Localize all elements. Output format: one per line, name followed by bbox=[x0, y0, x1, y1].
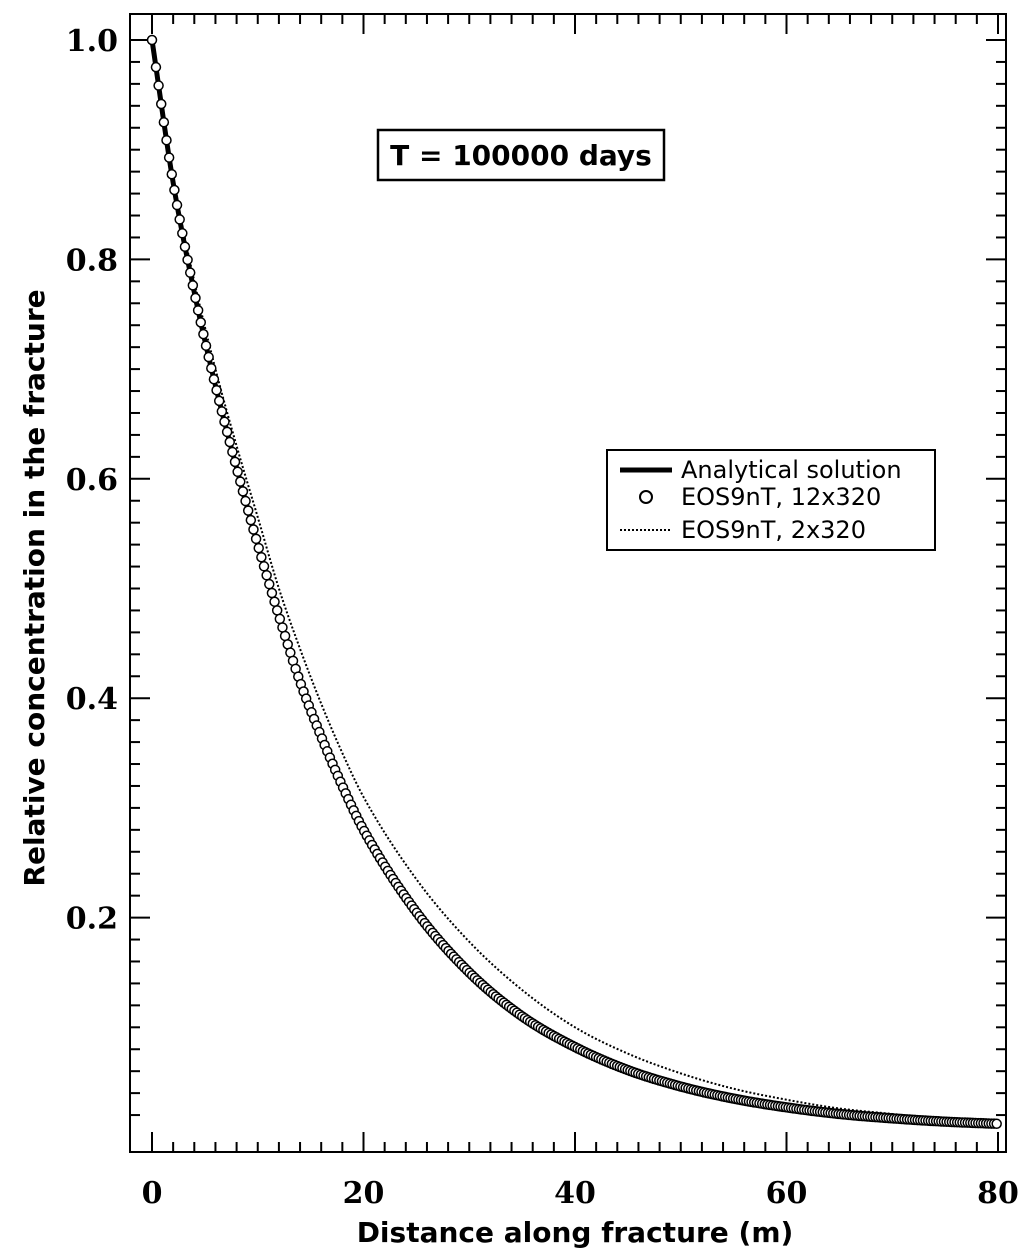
annotation-box: T = 100000 days bbox=[376, 128, 666, 182]
series-point-12x320 bbox=[213, 395, 225, 407]
series-point-12x320 bbox=[190, 292, 201, 304]
series-point-12x320 bbox=[258, 561, 270, 572]
series-point-12x320 bbox=[266, 587, 278, 599]
legend-label-2x320: EOS9nT, 2x320 bbox=[681, 516, 866, 544]
series-point-12x320 bbox=[200, 340, 212, 351]
legend-label-12x320: EOS9nT, 12x320 bbox=[681, 483, 881, 511]
series-point-12x320 bbox=[221, 426, 233, 438]
series-point-12x320 bbox=[146, 34, 158, 46]
series-point-12x320 bbox=[150, 61, 162, 73]
series-point-12x320 bbox=[174, 214, 185, 225]
series-line-2x320 bbox=[151, 39, 999, 1124]
series-point-12x320 bbox=[242, 505, 254, 516]
series-point-12x320 bbox=[184, 267, 196, 278]
x-tick-label: 40 bbox=[554, 1176, 596, 1211]
series-point-12x320 bbox=[198, 328, 209, 340]
series-point-12x320 bbox=[240, 495, 251, 507]
x-tick-label: 20 bbox=[343, 1176, 385, 1211]
series-point-12x320 bbox=[216, 406, 228, 417]
x-tick-label: 80 bbox=[977, 1176, 1019, 1211]
axis-ticks bbox=[130, 14, 1006, 1152]
series-point-12x320 bbox=[163, 152, 175, 163]
series-point-12x320 bbox=[227, 446, 238, 458]
y-tick-label: 0.2 bbox=[66, 902, 118, 937]
y-tick-label: 0.4 bbox=[66, 682, 118, 717]
series-point-12x320 bbox=[269, 596, 280, 607]
series-point-12x320 bbox=[203, 351, 214, 363]
series-point-12x320 bbox=[250, 533, 262, 545]
y-tick-label: 1.0 bbox=[66, 24, 118, 59]
series-point-12x320 bbox=[208, 374, 220, 385]
series-point-12x320 bbox=[166, 168, 178, 180]
series-point-12x320 bbox=[991, 1118, 1002, 1130]
series-point-12x320 bbox=[232, 466, 243, 478]
series-point-12x320 bbox=[248, 524, 259, 535]
x-axis-title: Distance along fracture (m) bbox=[357, 1216, 794, 1249]
series-point-12x320 bbox=[195, 317, 207, 328]
series-lines bbox=[149, 39, 999, 1127]
series-point-12x320 bbox=[253, 542, 264, 554]
series-point-12x320 bbox=[192, 305, 204, 316]
series-point-12x320 bbox=[237, 486, 249, 497]
y-tick-label: 0.8 bbox=[66, 243, 118, 278]
series-point-12x320 bbox=[171, 199, 183, 211]
legend: Analytical solution EOS9nT, 12x320 EOS9n… bbox=[606, 449, 936, 551]
series-point-12x320 bbox=[245, 514, 257, 526]
series-point-12x320 bbox=[219, 416, 230, 427]
tick-labels: 0 20 40 60 80 0.2 0.4 0.6 0.8 1.0 bbox=[66, 24, 1019, 1211]
series-point-12x320 bbox=[155, 98, 167, 110]
series-line-analytical bbox=[149, 39, 999, 1127]
series-point-12x320 bbox=[256, 551, 267, 563]
series-point-12x320 bbox=[274, 613, 286, 625]
series-point-12x320 bbox=[161, 134, 172, 146]
series-point-12x320 bbox=[229, 456, 241, 468]
series-point-12x320 bbox=[279, 630, 291, 642]
series-point-12x320 bbox=[177, 228, 188, 239]
legend-label-analytical: Analytical solution bbox=[681, 456, 902, 484]
legend-box bbox=[606, 449, 936, 551]
y-tick-label: 0.6 bbox=[66, 463, 118, 498]
series-point-12x320 bbox=[179, 241, 191, 252]
series-point-12x320 bbox=[153, 80, 164, 91]
series-point-12x320 bbox=[206, 362, 217, 374]
series-point-12x320 bbox=[271, 605, 283, 616]
series-point-12x320 bbox=[169, 184, 180, 196]
series-point-12x320 bbox=[264, 578, 275, 590]
plot-frame bbox=[129, 13, 1007, 1153]
series-point-12x320 bbox=[261, 570, 272, 581]
y-axis-title: Relative concentration in the fracture bbox=[18, 289, 51, 886]
series-point-12x320 bbox=[235, 476, 246, 487]
legend-swatch-12x320 bbox=[639, 490, 653, 504]
series-point-12x320 bbox=[187, 280, 199, 291]
series-point-12x320 bbox=[182, 254, 193, 266]
series-point-12x320 bbox=[224, 436, 236, 448]
series-points bbox=[146, 34, 1002, 1130]
series-point-12x320 bbox=[211, 384, 222, 396]
x-tick-label: 60 bbox=[766, 1176, 808, 1211]
series-point-12x320 bbox=[158, 117, 170, 128]
annotation-text: T = 100000 days bbox=[390, 139, 652, 172]
series-point-12x320 bbox=[277, 622, 288, 633]
x-tick-label: 0 bbox=[142, 1176, 163, 1211]
